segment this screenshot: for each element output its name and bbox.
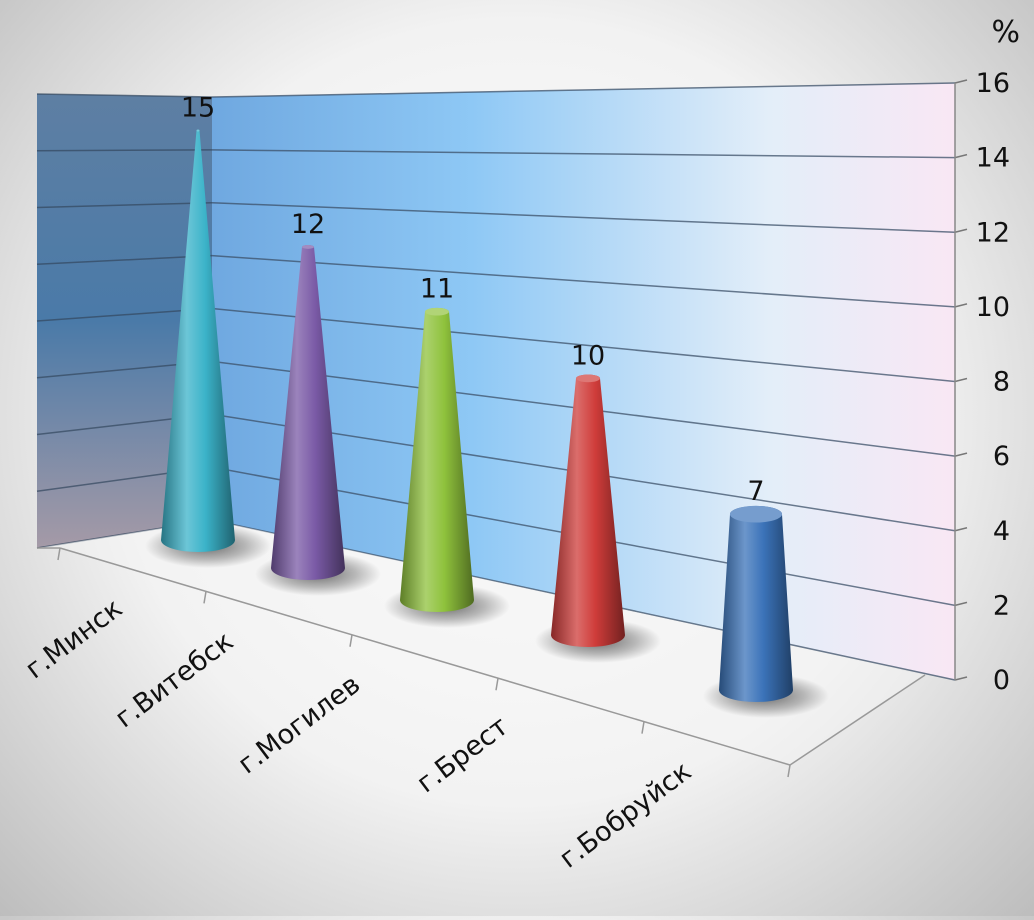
x-tick-mark	[203, 591, 207, 604]
y-tick-mark	[954, 153, 968, 159]
data-label: 10	[571, 340, 605, 371]
category-label: г.Могилев	[232, 669, 366, 780]
cone-body	[161, 130, 235, 552]
y-tick-mark	[954, 527, 968, 532]
cone-top	[425, 307, 449, 316]
category-label: г.Витебск	[110, 626, 240, 734]
data-label: 12	[291, 209, 325, 240]
category-label: г.Минск	[20, 593, 128, 685]
y-tick-mark	[954, 601, 968, 607]
cone-3	[384, 307, 510, 628]
x-tick-mark	[787, 764, 791, 778]
data-label: 11	[420, 274, 454, 305]
gridline	[211, 307, 956, 383]
gridline	[211, 82, 956, 98]
data-label: 15	[181, 93, 215, 124]
y-tick-label: 2	[993, 590, 1010, 621]
y-tick-label: 12	[976, 217, 1010, 248]
y-tick-label: 4	[993, 516, 1010, 547]
y-tick-label: 8	[993, 367, 1010, 398]
y-tick-mark	[954, 228, 968, 233]
cone-top	[576, 374, 600, 383]
gridline	[211, 149, 956, 159]
side-wall	[37, 94, 212, 548]
gridline	[211, 202, 956, 233]
x-tick-mark	[641, 721, 645, 734]
y-tick-mark	[954, 79, 968, 84]
x-tick-mark	[57, 547, 61, 561]
cone-5	[703, 505, 829, 718]
y-tick-label: 10	[976, 292, 1010, 323]
cone-top	[302, 245, 314, 249]
cone-body	[551, 374, 625, 647]
gridline-side	[36, 93, 213, 98]
gridline	[211, 254, 956, 308]
x-axis-line	[59, 547, 791, 766]
y-tick-label: 16	[976, 68, 1010, 99]
category-label: г.Брест	[411, 711, 514, 799]
category-label: г.Бобруйск	[554, 756, 697, 875]
y-tick-label: 0	[993, 665, 1010, 696]
y-tick-mark	[954, 303, 968, 308]
y-tick-mark	[954, 377, 968, 383]
y-tick-label: 6	[993, 441, 1010, 472]
cone-1	[145, 129, 271, 568]
gridline-side	[36, 254, 213, 265]
y-tick-label: 14	[976, 143, 1010, 174]
cone-body	[719, 505, 793, 702]
depth-axis-line	[789, 674, 926, 766]
gridline-side	[36, 202, 213, 209]
data-label: 7	[747, 476, 764, 507]
gridline-side	[36, 149, 213, 152]
y-tick-mark	[954, 452, 968, 457]
cone-top	[730, 505, 782, 523]
cone-body	[400, 307, 474, 612]
y-unit-label: %	[991, 15, 1020, 50]
x-tick-mark	[495, 678, 499, 691]
x-tick-mark	[349, 634, 353, 647]
cone-body	[271, 245, 345, 580]
cone-2	[255, 245, 381, 596]
cone-4	[535, 374, 661, 663]
cone-top	[196, 129, 200, 132]
y-tick-mark	[954, 676, 968, 681]
